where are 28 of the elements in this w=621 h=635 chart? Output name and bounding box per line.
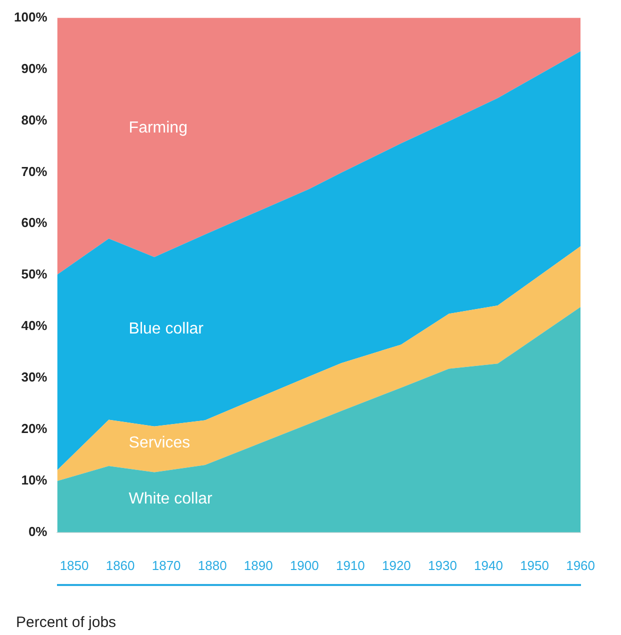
x-tick-label: 1850	[60, 558, 89, 573]
y-tick-label: 50%	[21, 266, 48, 282]
y-tick-label: 40%	[21, 318, 48, 334]
series-label: Blue collar	[128, 320, 204, 338]
x-tick-label: 1910	[336, 558, 365, 573]
x-tick-label: 1890	[244, 558, 273, 573]
y-tick-label: 60%	[21, 215, 48, 230]
x-tick-label: 1900	[290, 558, 319, 573]
x-tick-label: 1880	[198, 558, 227, 573]
y-tick-label: 100%	[14, 9, 48, 24]
series-label: Services	[128, 434, 190, 452]
y-tick-label: 70%	[21, 164, 48, 179]
x-tick-label: 1860	[106, 558, 135, 573]
y-tick-label: 80%	[21, 112, 48, 128]
x-tick-label: 1940	[474, 558, 503, 573]
text: Percent of jobs	[16, 614, 116, 631]
x-tick-label: 1950	[520, 558, 549, 573]
x-tick-label: 1870	[152, 558, 181, 573]
x-tick-label: 1920	[382, 558, 411, 573]
y-tick-label: 90%	[21, 60, 48, 76]
x-tick-label: 1930	[428, 558, 457, 573]
y-tick-label: 0%	[28, 524, 48, 539]
y-tick-label: 20%	[21, 421, 48, 436]
y-tick-label: 30%	[21, 370, 48, 385]
series-label: White collar	[128, 490, 214, 508]
x-tick-label: 1960	[566, 558, 595, 573]
y-tick-label: 10%	[21, 472, 48, 488]
series-label: Farming	[128, 120, 188, 137]
